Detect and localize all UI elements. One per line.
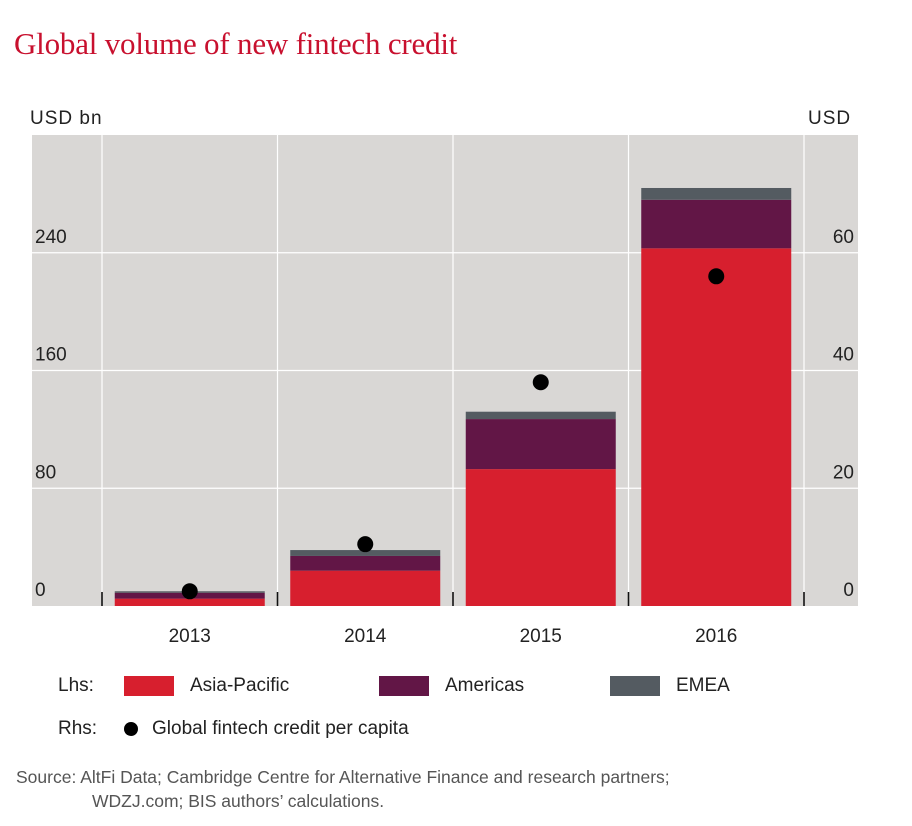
left-axis-unit: USD bn [30, 108, 103, 129]
bar-asia-pacific [641, 248, 792, 606]
tick-labels: 2013 2014 2015 2016 0 80 160 240 0 20 40 60 [35, 227, 854, 647]
x-tick-label: 2013 [169, 626, 211, 647]
emea-swatch [610, 676, 660, 696]
legend-rhs-label: Rhs: [58, 718, 98, 739]
source-line-1: Source: AltFi Data; Cambridge Centre for… [16, 767, 670, 787]
legend-lhs: Lhs: Asia-Pacific Americas EMEA [58, 675, 730, 697]
per-capita-point [357, 536, 374, 553]
per-capita-markers [181, 268, 725, 600]
per-capita-point [532, 374, 549, 391]
legend-asia-pacific-label: Asia-Pacific [190, 675, 290, 696]
y-right-tick-label: 0 [843, 580, 854, 601]
per-capita-point [181, 583, 198, 600]
bar-americas [465, 419, 616, 470]
bar-asia-pacific [290, 570, 441, 606]
americas-swatch [379, 676, 429, 696]
source-line-2: WDZJ.com; BIS authors’ calculations. [92, 791, 385, 811]
chart-title: Global volume of new fintech credit [14, 26, 458, 61]
asia-pacific-swatch [124, 676, 174, 696]
legend-lhs-label: Lhs: [58, 675, 94, 696]
legend-americas-label: Americas [445, 675, 525, 696]
legend-item-americas: Americas [379, 675, 610, 697]
per-capita-point [708, 268, 725, 285]
bar-asia-pacific [465, 469, 616, 606]
x-tick-label: 2016 [695, 626, 737, 647]
legend-item-asia-pacific: Asia-Pacific [124, 675, 379, 697]
legend-per-capita-label: Global fintech credit per capita [152, 718, 409, 739]
bar-emea [465, 411, 616, 420]
x-tick-label: 2015 [520, 626, 562, 647]
y-left-tick-label: 80 [35, 462, 56, 483]
y-right-tick-label: 20 [833, 462, 854, 483]
y-left-tick-label: 160 [35, 345, 67, 366]
bar-americas [641, 199, 792, 249]
y-left-tick-label: 0 [35, 580, 46, 601]
legend-item-emea: EMEA [610, 675, 730, 697]
legend-emea-label: EMEA [676, 675, 730, 696]
x-tick-label: 2014 [344, 626, 387, 647]
stacked-bar-chart: 2013 2014 2015 2016 0 80 160 240 0 20 40 60 [32, 135, 858, 647]
source-note: Source: AltFi Data; Cambridge Centre for… [16, 765, 670, 813]
per-capita-marker-icon [124, 722, 138, 736]
bar-emea [290, 550, 441, 556]
bar-americas [290, 555, 441, 571]
y-right-tick-label: 40 [833, 345, 854, 366]
y-right-tick-label: 60 [833, 227, 854, 248]
bar-asia-pacific [114, 598, 265, 606]
legend-item-per-capita: Global fintech credit per capita [124, 718, 409, 740]
bar-emea [641, 187, 792, 200]
right-axis-unit: USD [808, 108, 852, 129]
y-left-tick-label: 240 [35, 227, 67, 248]
legend-rhs: Rhs: Global fintech credit per capita [58, 718, 409, 740]
